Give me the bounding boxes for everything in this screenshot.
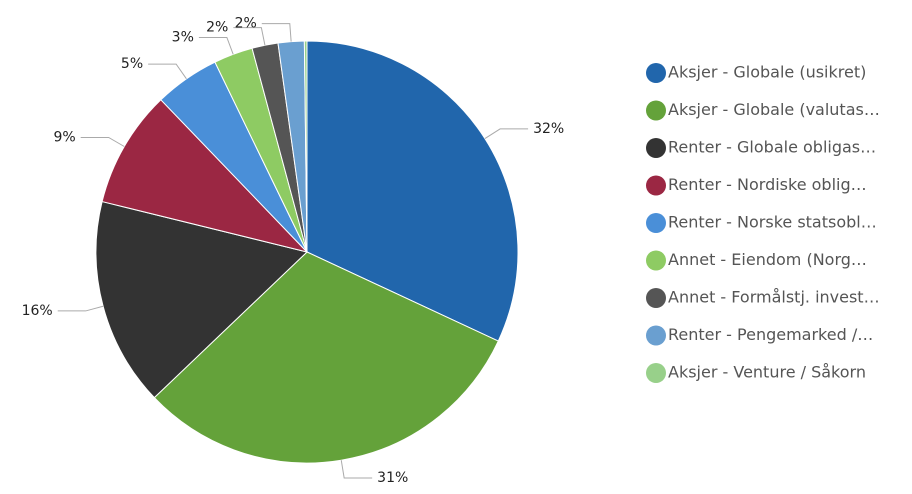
legend-label: Renter - Nordiske oblig… <box>668 175 867 194</box>
data-label: 3% <box>172 29 194 45</box>
pie-slice <box>101 99 309 253</box>
data-label: 32% <box>533 121 564 137</box>
legend-marker <box>646 325 666 346</box>
data-label: 9% <box>53 130 75 146</box>
leader-line <box>148 63 187 80</box>
pie-slice <box>303 40 308 253</box>
data-label: 2% <box>235 16 257 32</box>
leader-line <box>57 305 104 312</box>
legend-marker <box>646 175 666 196</box>
legend-marker <box>646 63 666 83</box>
legend-label: Renter - Globale obligas… <box>668 138 876 157</box>
data-label: 2% <box>206 20 228 36</box>
legend-label: Annet - Formålstj. invest… <box>668 288 880 307</box>
legend-marker <box>646 213 666 233</box>
leader-line <box>80 137 125 147</box>
legend-label: Annet - Eiendom (Norg… <box>668 250 867 269</box>
leader-line <box>198 36 234 55</box>
legend-label: Renter - Pengemarked /… <box>668 325 873 344</box>
legend-label: Aksjer - Globale (usikret) <box>668 63 866 82</box>
leader-line <box>233 27 266 46</box>
legend-marker <box>646 100 666 121</box>
legend-marker <box>646 138 666 158</box>
legend-marker <box>646 250 666 271</box>
legend-label: Renter - Norske statsobl… <box>668 213 877 232</box>
data-label: 5% <box>121 56 143 72</box>
leader-line <box>484 128 529 140</box>
leader-line <box>261 23 292 42</box>
data-label: 31% <box>377 470 408 486</box>
data-label: 16% <box>22 303 53 319</box>
leader-line <box>340 460 373 479</box>
legend-label: Aksjer - Venture / Såkorn <box>668 363 866 382</box>
legend-marker <box>646 288 666 308</box>
pie-slice <box>95 200 309 399</box>
legend-marker <box>646 363 666 383</box>
pie-slice <box>306 40 519 342</box>
legend-label: Aksjer - Globale (valutas… <box>668 100 880 119</box>
